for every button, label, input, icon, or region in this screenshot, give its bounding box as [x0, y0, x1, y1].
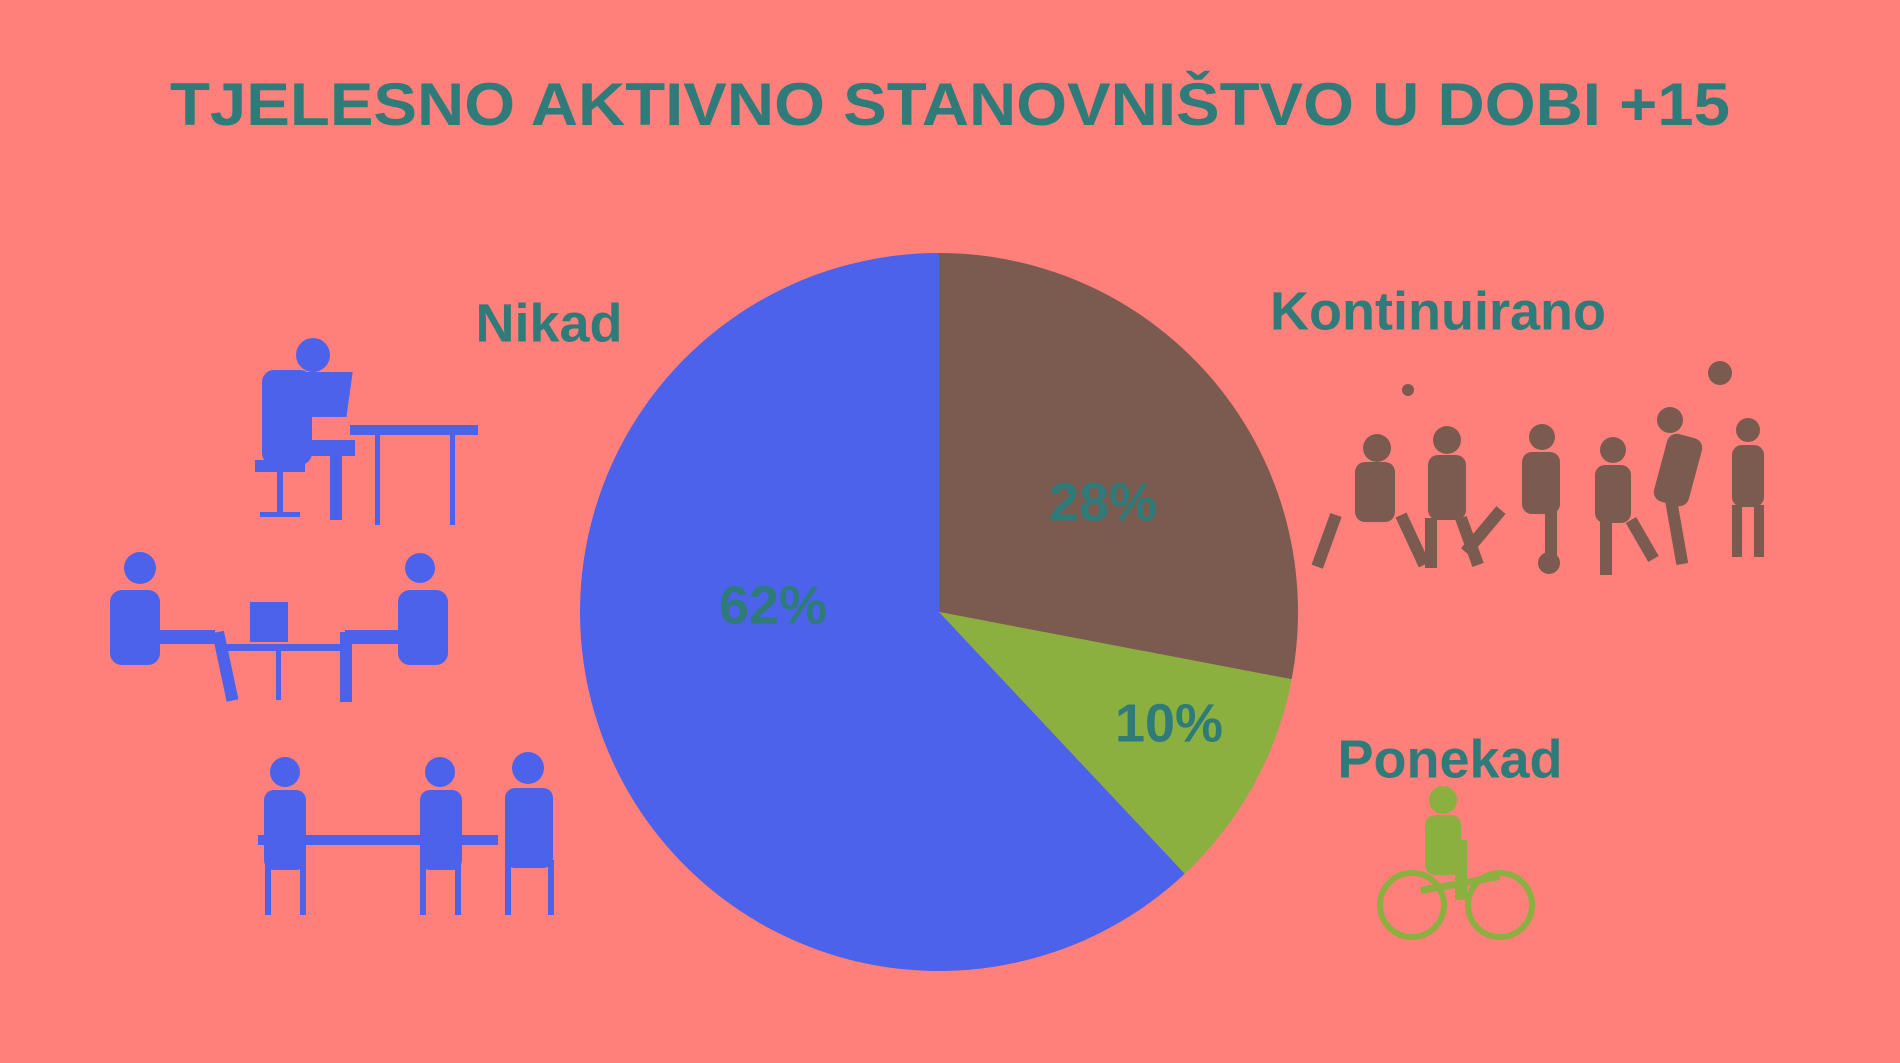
sport-silhouettes	[1311, 361, 1764, 575]
slice-value-label: 10%	[1115, 693, 1223, 753]
office-silhouettes	[110, 338, 554, 915]
slice-category-label: Nikad	[475, 293, 622, 353]
slice-category-label: Ponekad	[1337, 729, 1562, 789]
chart-title: TJELESNO AKTIVNO STANOVNIŠTVO U DOBI +15	[170, 71, 1730, 138]
cyclist-silhouette	[1377, 786, 1535, 940]
pie-slice	[939, 253, 1298, 680]
slice-value-label: 28%	[1049, 472, 1157, 532]
slice-value-label: 62%	[719, 575, 827, 635]
pie-slice	[939, 612, 1292, 874]
pie-slice	[579, 253, 1185, 971]
slice-category-label: Kontinuirano	[1270, 281, 1606, 341]
